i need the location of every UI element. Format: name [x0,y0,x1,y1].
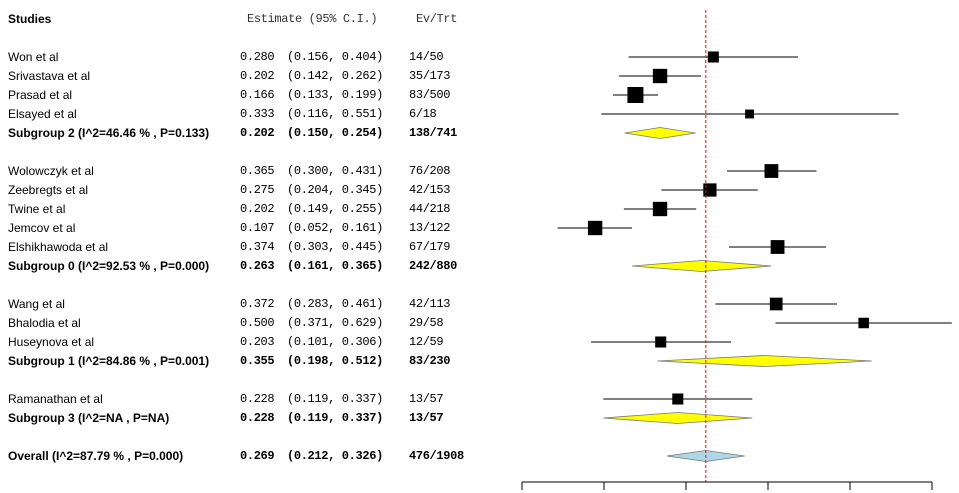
study-box [707,51,719,63]
ci-value: (0.052, 0.161) [287,220,383,235]
studies-header: Studies [8,12,52,26]
estimate-value: 0.280 [240,49,275,64]
study-label: Srivastava et al [8,68,91,83]
evtrt-value: 44/218 [409,201,451,216]
ci-value: (0.101, 0.306) [287,334,383,349]
estimate-value: 0.372 [240,296,275,311]
estimate-value: 0.166 [240,87,275,102]
evtrt-value: 13/57 [409,391,444,406]
study-label: Zeebregts et al [8,182,89,197]
ci-value: (0.142, 0.262) [287,68,383,83]
evtrt-value: 13/122 [409,220,451,235]
ci-value: (0.371, 0.629) [287,315,383,330]
estimate-value: 0.202 [240,201,275,216]
estimate-value: 0.269 [240,448,275,463]
study-label: Jemcov et al [8,220,76,235]
study-label: Elsayed et al [8,106,77,121]
evtrt-value: 13/57 [409,410,444,425]
estimate-value: 0.228 [240,410,275,425]
evtrt-value: 476/1908 [409,448,464,463]
evtrt-value: 14/50 [409,49,444,64]
estimate-value: 0.374 [240,239,275,254]
estimate-value: 0.202 [240,125,275,140]
study-label: Twine et al [8,201,66,216]
study-box [652,68,668,84]
evtrt-header: Ev/Trt [416,12,458,26]
ci-value: (0.204, 0.345) [287,182,383,197]
estimate-header: Estimate (95% C.I.) [247,12,378,26]
estimate-value: 0.500 [240,315,275,330]
estimate-value: 0.365 [240,163,275,178]
estimate-value: 0.275 [240,182,275,197]
estimate-value: 0.203 [240,334,275,349]
evtrt-value: 42/153 [409,182,451,197]
subgroup-label: Subgroup 2 (I^2=46.46 % , P=0.133) [8,125,210,140]
study-box [655,336,667,348]
study-box [764,164,779,178]
ci-value: (0.300, 0.431) [287,163,383,178]
study-box [770,240,785,254]
study-label: Ramanathan et al [8,391,103,406]
evtrt-value: 83/500 [409,87,451,102]
ci-value: (0.156, 0.404) [287,49,383,64]
ci-value: (0.119, 0.337) [287,410,383,425]
evtrt-value: 76/208 [409,163,451,178]
ci-value: (0.198, 0.512) [287,353,383,368]
ci-value: (0.116, 0.551) [287,106,383,121]
subgroup-diamond [657,355,872,367]
subgroup-label: Subgroup 0 (I^2=92.53 % , P=0.000) [8,258,210,273]
subgroup-label: Subgroup 1 (I^2=84.86 % , P=0.001) [8,353,210,368]
study-box [672,393,684,405]
ci-value: (0.149, 0.255) [287,201,383,216]
evtrt-value: 12/59 [409,334,444,349]
evtrt-value: 35/173 [409,68,451,83]
evtrt-value: 29/58 [409,315,444,330]
study-label: Prasad et al [8,87,73,102]
estimate-value: 0.202 [240,68,275,83]
study-box [652,201,668,217]
study-box [858,317,869,329]
evtrt-value: 42/113 [409,296,451,311]
subgroup-diamond [603,412,753,424]
evtrt-value: 6/18 [409,106,437,121]
evtrt-value: 242/880 [409,258,457,273]
subgroup-label: Subgroup 3 (I^2=NA , P=NA) [8,410,170,425]
ci-value: (0.119, 0.337) [287,391,383,406]
study-box [769,297,783,311]
ci-value: (0.283, 0.461) [287,296,383,311]
evtrt-value: 83/230 [409,353,451,368]
subgroup-diamond [631,260,772,272]
estimate-value: 0.263 [240,258,275,273]
study-label: Bhalodia et al [8,315,81,330]
estimate-value: 0.333 [240,106,275,121]
study-label: Wolowczyk et al [8,163,94,178]
overall-label: Overall (I^2=87.79 % , P=0.000) [8,448,184,463]
study-box [703,183,717,197]
estimate-value: 0.355 [240,353,275,368]
study-label: Elshikhawoda et al [8,239,109,254]
ci-value: (0.133, 0.199) [287,87,383,102]
study-label: Huseynova et al [8,334,95,349]
estimate-value: 0.107 [240,220,275,235]
study-box [745,109,754,119]
evtrt-value: 138/741 [409,125,457,140]
study-box [587,220,603,236]
ci-value: (0.150, 0.254) [287,125,383,140]
subgroup-diamond [624,127,696,139]
estimate-value: 0.228 [240,391,275,406]
study-label: Won et al [8,49,59,64]
ci-value: (0.303, 0.445) [287,239,383,254]
study-label: Wang et al [8,296,65,311]
study-box [627,87,644,103]
evtrt-value: 67/179 [409,239,451,254]
ci-value: (0.212, 0.326) [287,448,383,463]
ci-value: (0.161, 0.365) [287,258,383,273]
